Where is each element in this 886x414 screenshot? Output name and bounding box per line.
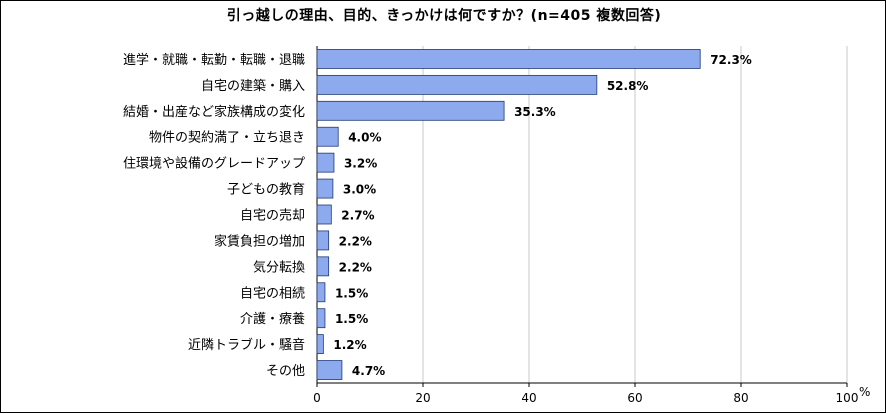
- value-label: 4.0%: [348, 131, 381, 145]
- chart-title: 引っ越しの理由、目的、きっかけは何ですか？(n=405 複数回答): [226, 8, 662, 24]
- category-label: 自宅の相続: [240, 286, 305, 301]
- category-label: 家賃負担の増加: [214, 233, 305, 249]
- x-tick-label: 20: [415, 391, 430, 405]
- category-label: 子どもの教育: [227, 182, 305, 198]
- category-label: 物件の契約満了・立ち退き: [149, 131, 305, 146]
- category-label: その他: [266, 364, 305, 379]
- category-label: 近隣トラブル・騒音: [188, 337, 305, 353]
- x-tick-label: 100: [836, 391, 859, 405]
- bar: [316, 49, 701, 69]
- category-label: 自宅の建築・購入: [201, 79, 305, 94]
- value-label: 1.2%: [333, 338, 366, 352]
- value-label: 1.5%: [335, 312, 368, 326]
- value-label: 3.0%: [343, 183, 376, 197]
- category-label: 自宅の売却: [240, 208, 305, 224]
- value-label: 2.2%: [339, 234, 372, 248]
- bar: [316, 282, 326, 303]
- value-label: 52.8%: [607, 79, 649, 93]
- bar: [316, 178, 334, 199]
- bar: [316, 100, 505, 121]
- value-label: 3.2%: [344, 157, 377, 171]
- category-label: 結婚・出産など家族構成の変化: [123, 104, 305, 120]
- category-label: 住環境や設備のグレードアップ: [123, 156, 305, 172]
- value-label: 4.7%: [352, 364, 385, 378]
- bar: [316, 204, 332, 225]
- bar: [316, 74, 598, 95]
- bar: [316, 360, 343, 380]
- bar: [316, 126, 339, 147]
- category-label: 気分転換: [253, 259, 305, 275]
- bar: [316, 152, 335, 173]
- value-label: 2.7%: [341, 209, 374, 223]
- value-label: 72.3%: [710, 53, 752, 67]
- x-tick-label: 40: [521, 391, 536, 405]
- value-label: 1.5%: [335, 286, 368, 300]
- bar: [316, 256, 330, 277]
- x-tick-label: 80: [733, 391, 748, 405]
- bar: [316, 230, 330, 251]
- bar: [316, 334, 324, 355]
- category-label: 進学・就職・転勤・転職・退職: [123, 52, 305, 68]
- bar: [316, 308, 326, 329]
- x-unit-label: %: [859, 385, 870, 399]
- x-tick-label: 60: [627, 391, 642, 405]
- value-label: 2.2%: [339, 260, 372, 274]
- x-tick-label: 0: [313, 391, 321, 405]
- value-label: 35.3%: [514, 105, 556, 119]
- category-label: 介護・療養: [240, 311, 305, 327]
